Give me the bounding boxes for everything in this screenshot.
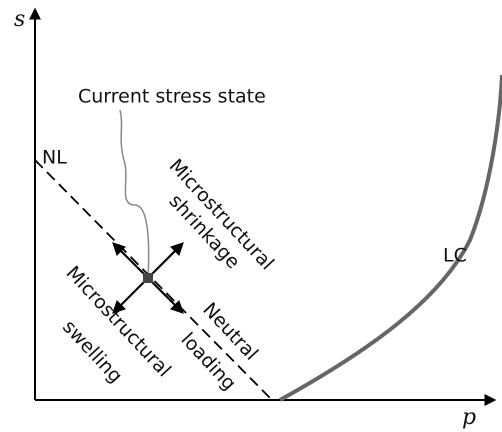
lc-label: LC — [443, 245, 467, 267]
stress-arrows — [112, 242, 184, 314]
stress-point — [143, 273, 153, 283]
callout-line — [119, 109, 150, 279]
x-axis-label: p — [462, 405, 476, 430]
neutral-line — [34, 159, 273, 401]
y-axis-label: s — [14, 7, 25, 32]
callout-label: Current stress state — [78, 86, 266, 108]
nl-label: NL — [42, 147, 67, 169]
lc-curve — [279, 74, 502, 402]
